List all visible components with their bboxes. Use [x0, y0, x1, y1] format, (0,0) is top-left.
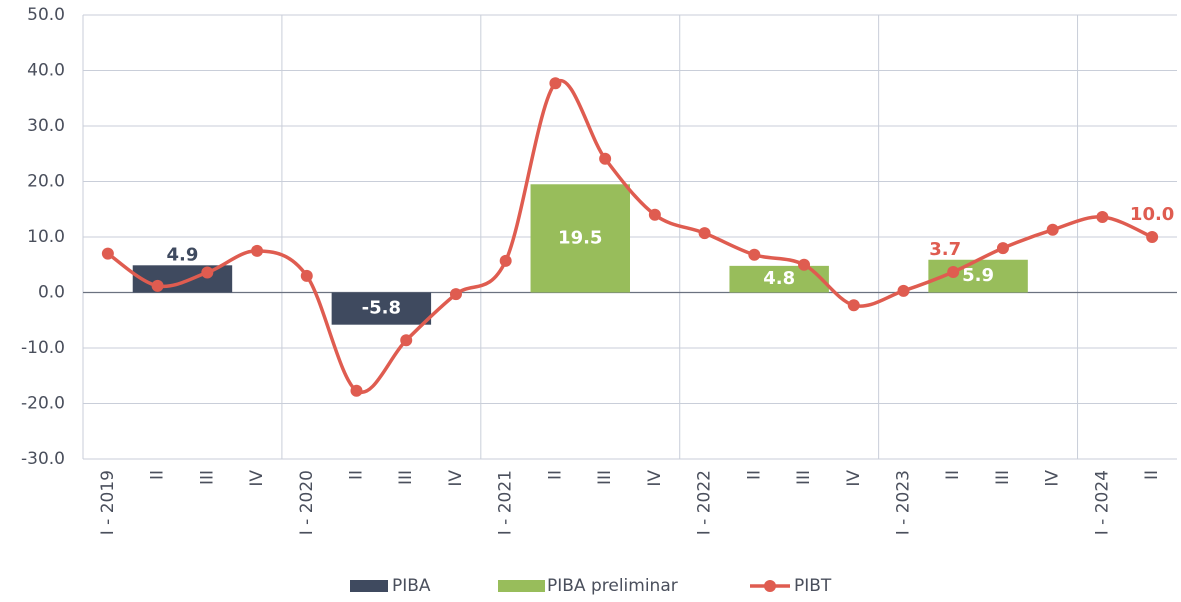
x-tick-label: IV: [645, 470, 665, 487]
line-point: [549, 77, 562, 90]
legend-swatch: [498, 580, 545, 592]
x-tick-label: II: [347, 470, 367, 480]
y-tick-label: 40.0: [27, 61, 65, 81]
x-tick-label: I - 2019: [98, 470, 118, 535]
y-tick-label: 20.0: [27, 172, 65, 192]
line-point: [1146, 231, 1159, 243]
y-tick-label: 30.0: [27, 116, 65, 136]
x-tick-label: IV: [247, 470, 267, 487]
line-point: [1046, 223, 1059, 236]
x-tick-label: III: [396, 470, 416, 485]
line-point: [300, 269, 313, 282]
legend-label: PIBT: [794, 576, 832, 596]
bar: [331, 292, 432, 325]
line-point: [897, 284, 910, 297]
x-tick-label: II: [148, 470, 168, 480]
line-point: [350, 384, 363, 397]
y-tick-label: 0.0: [38, 283, 65, 303]
x-tick-label: II: [1142, 470, 1162, 480]
line-point: [599, 152, 612, 165]
x-tick-label: III: [197, 470, 217, 485]
point-label: 3.7: [929, 239, 961, 260]
line-point: [1096, 211, 1109, 224]
line-point: [400, 334, 413, 347]
y-tick-label: -30.0: [21, 449, 65, 469]
line-point: [798, 258, 811, 271]
x-tick-label: II: [943, 470, 963, 480]
point-label: 10.0: [1130, 204, 1174, 225]
x-tick-label: I - 2023: [894, 470, 914, 535]
legend-label: PIBA: [392, 576, 431, 596]
x-tick-label: III: [595, 470, 615, 485]
x-tick-label: IV: [446, 470, 466, 487]
x-tick-label: I - 2022: [695, 470, 715, 535]
line-point: [151, 279, 164, 292]
legend-label: PIBA preliminar: [547, 576, 678, 596]
y-tick-label: 10.0: [27, 227, 65, 247]
line-point: [847, 299, 860, 312]
x-tick-label: IV: [1043, 470, 1063, 487]
y-tick-label: -20.0: [21, 394, 65, 414]
x-tick-label: I - 2020: [297, 470, 317, 535]
bar-label: -5.8: [362, 298, 401, 319]
y-tick-label: 50.0: [27, 5, 65, 25]
line-point: [947, 265, 960, 278]
line-point: [201, 266, 214, 279]
line-point: [698, 227, 711, 240]
line-point: [449, 288, 462, 301]
bar-label: 19.5: [558, 227, 602, 248]
line-point: [101, 247, 114, 260]
line-point: [648, 208, 661, 221]
x-tick-label: IV: [844, 470, 864, 487]
bar: [530, 184, 630, 293]
bar-label: 4.9: [167, 244, 199, 265]
bar-label: 4.8: [763, 268, 795, 289]
x-tick-label: I - 2024: [1092, 470, 1112, 535]
line-point: [499, 254, 512, 267]
line-point: [748, 248, 761, 261]
x-tick-label: II: [545, 470, 565, 480]
x-tick-label: III: [993, 470, 1013, 485]
bar-label: 5.9: [962, 265, 994, 286]
y-tick-label: -10.0: [21, 338, 65, 358]
legend-swatch: [764, 580, 776, 592]
line-point: [251, 244, 264, 257]
x-tick-label: III: [794, 470, 814, 485]
x-tick-label: I - 2021: [496, 470, 516, 535]
x-tick-label: II: [744, 470, 764, 480]
legend-swatch: [350, 580, 388, 592]
line-point: [996, 242, 1009, 255]
